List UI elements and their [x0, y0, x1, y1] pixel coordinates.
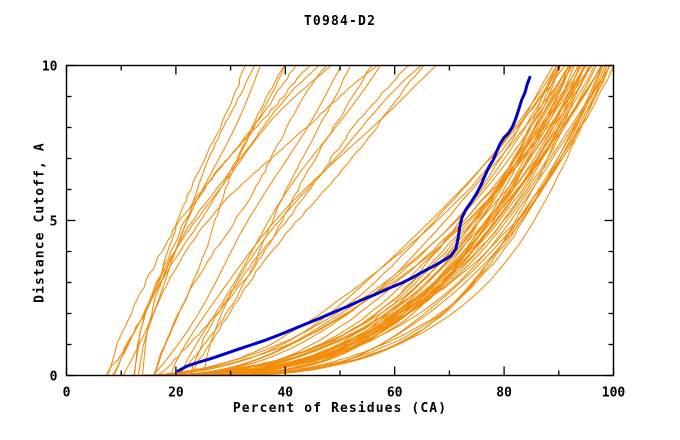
- x-axis-label: Percent of Residues (CA): [232, 401, 448, 416]
- x-tick-label: 80: [496, 386, 512, 401]
- background-curve: [163, 64, 592, 377]
- background-curve: [191, 64, 610, 377]
- x-tick-label: 20: [168, 386, 184, 401]
- background-curve: [156, 64, 373, 377]
- background-curve: [157, 64, 586, 377]
- background-curve: [198, 64, 608, 377]
- background-curve: [189, 64, 410, 377]
- background-curve: [154, 64, 286, 377]
- background-curve: [138, 64, 566, 377]
- background-curve: [151, 64, 561, 377]
- background-curve: [137, 64, 378, 377]
- x-tick-label: 40: [277, 386, 293, 401]
- background-curve: [153, 64, 327, 377]
- background-curve: [107, 64, 297, 377]
- background-curve: [189, 64, 425, 377]
- y-tick-label: 10: [42, 60, 58, 75]
- highlight-curve: [176, 75, 532, 373]
- background-curve: [133, 64, 332, 377]
- background-curve: [179, 64, 381, 377]
- tick-labels-group: 0 20 40 60 80 100 0 5 10: [42, 60, 626, 401]
- background-curve: [215, 64, 611, 377]
- background-curve: [132, 64, 560, 377]
- background-curve: [177, 64, 602, 377]
- highlight-series-group: [176, 75, 532, 373]
- axes-group: [65, 64, 615, 377]
- background-curve: [133, 64, 311, 377]
- background-curve: [122, 64, 261, 377]
- y-tick-label: 5: [50, 215, 58, 230]
- background-curve: [111, 64, 285, 377]
- x-tick-label: 0: [63, 386, 71, 401]
- background-curve: [170, 64, 437, 377]
- background-curve: [146, 64, 579, 377]
- y-tick-label: 0: [50, 370, 58, 385]
- background-series-group: [104, 64, 615, 377]
- x-tick-label: 100: [602, 386, 626, 401]
- background-curve: [152, 64, 342, 377]
- x-tick-label: 60: [387, 386, 403, 401]
- chart-title: T0984-D2: [303, 14, 377, 29]
- background-curve: [104, 64, 247, 377]
